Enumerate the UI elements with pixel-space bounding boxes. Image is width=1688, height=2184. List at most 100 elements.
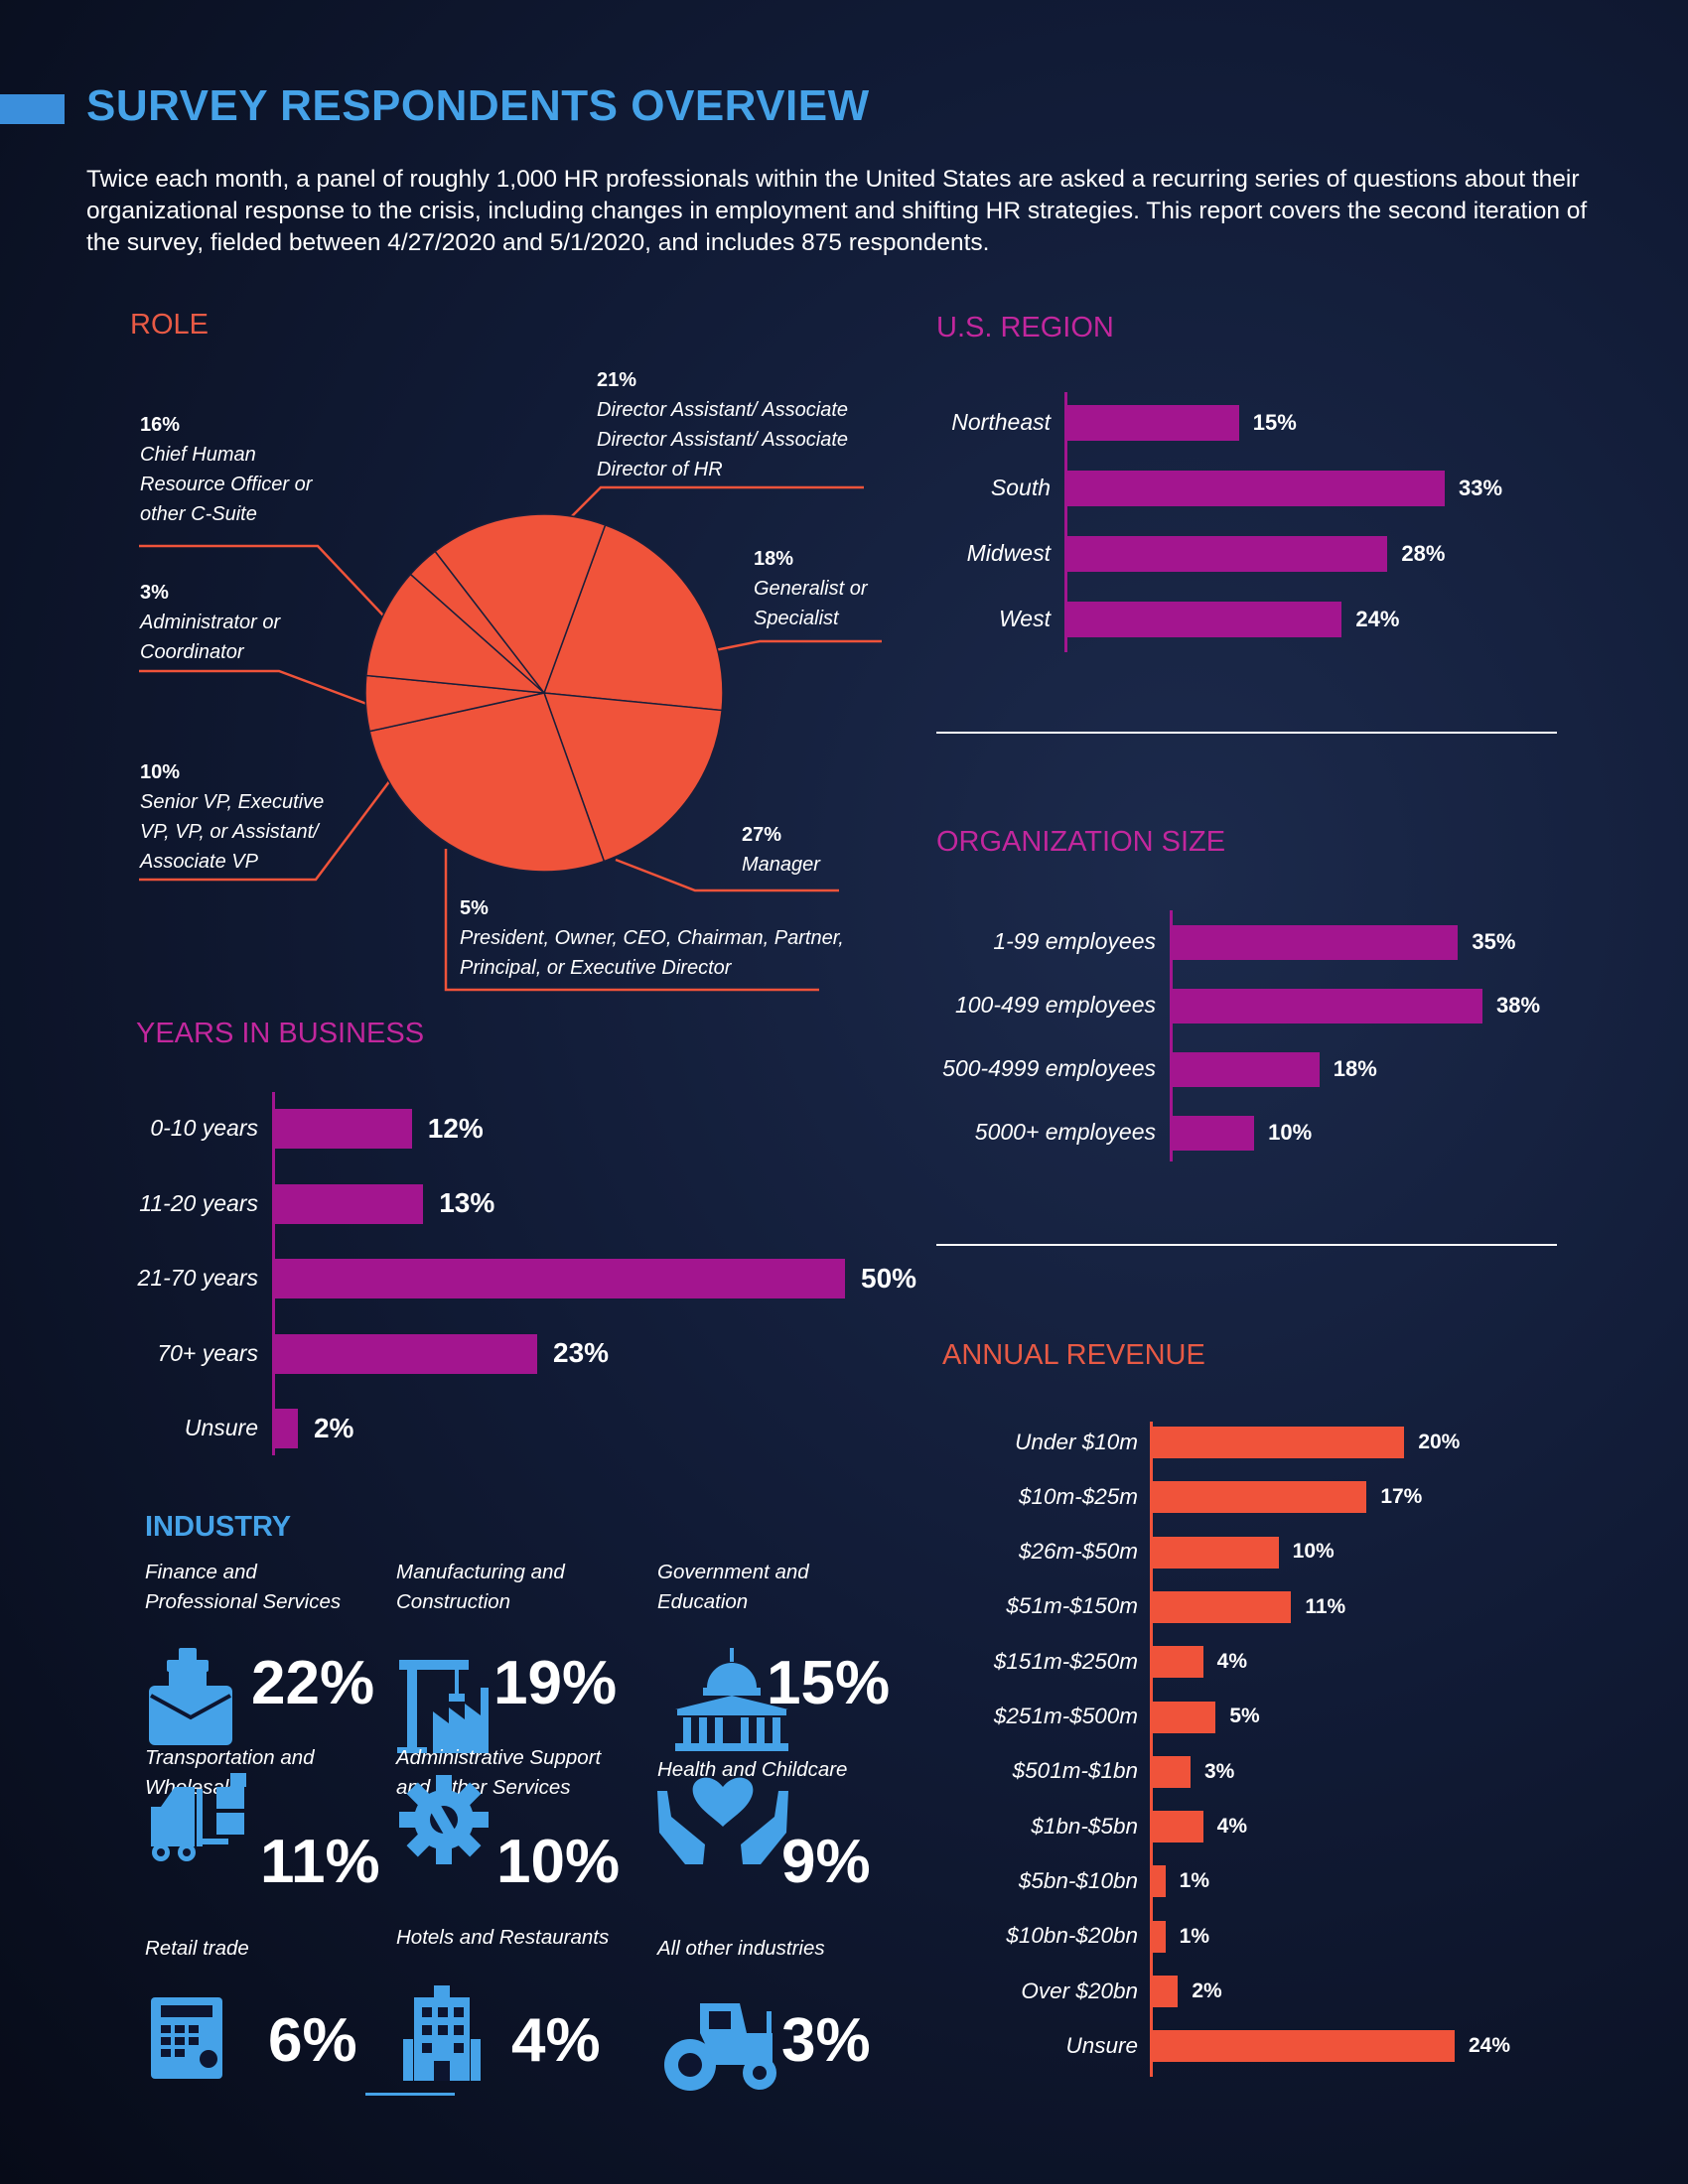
- bar-value-label: 33%: [1459, 476, 1503, 501]
- bar-value-label: 24%: [1355, 607, 1400, 632]
- bar-value-label: 2%: [1192, 1979, 1222, 2002]
- industry-pct-manufacturing: 19%: [493, 1649, 618, 1717]
- bar-value-label: 13%: [439, 1187, 495, 1219]
- bar: [275, 1259, 845, 1298]
- bar-category-label: $26m-$50m: [1018, 1539, 1138, 1565]
- bar-value-label: 10%: [1268, 1120, 1313, 1146]
- bar-category-label: Northeast: [951, 409, 1051, 436]
- bar-category-label: 100-499 employees: [954, 992, 1156, 1019]
- bar-category-label: Unsure: [1065, 2032, 1138, 2058]
- divider-org-size: [936, 1244, 1557, 1246]
- bar-value-label: 4%: [1216, 1814, 1248, 1838]
- bar-value-label: 35%: [1472, 929, 1516, 955]
- pie-slice-4: [365, 573, 547, 694]
- page-title: SURVEY RESPONDENTS OVERVIEW: [86, 81, 870, 130]
- bar-category-label: $10bn-$20bn: [1006, 1923, 1138, 1949]
- bar-value-label: 38%: [1496, 993, 1541, 1019]
- bar-value-label: 3%: [1204, 1759, 1235, 1783]
- industry-label-finance: Finance and Professional Services: [145, 1561, 342, 1613]
- bar-category-label: $1bn-$5bn: [1031, 1813, 1138, 1839]
- bar-axis: [1064, 392, 1067, 652]
- divider-region: [936, 732, 1557, 734]
- industry-label-hotels: Hotels and Restaurants: [396, 1926, 610, 1949]
- bar-axis: [1150, 1422, 1153, 2077]
- region-title: U.S. REGION: [936, 312, 1114, 343]
- industry-pct-transportation: 11%: [260, 1828, 380, 1896]
- bar-value-label: 24%: [1469, 2034, 1511, 2058]
- bar-category-label: $10m-$25m: [1018, 1483, 1138, 1509]
- bar-value-label: 12%: [427, 1112, 484, 1144]
- bar-category-label: $501m-$1bn: [1012, 1758, 1138, 1784]
- bar-category-label: 1-99 employees: [993, 928, 1156, 955]
- bar-category-label: 5000+ employees: [974, 1119, 1156, 1146]
- bar-category-label: 70+ years: [157, 1339, 258, 1366]
- bar: [1153, 1427, 1405, 1458]
- org-size-title: ORGANIZATION SIZE: [936, 826, 1226, 858]
- years-title: YEARS IN BUSINESS: [136, 1018, 425, 1049]
- bar: [1153, 1646, 1203, 1679]
- bar-category-label: $5bn-$10bn: [1018, 1867, 1138, 1893]
- bar-category-label: 11-20 years: [139, 1189, 258, 1216]
- bar: [1153, 1920, 1166, 1953]
- bar: [1067, 602, 1342, 637]
- bar: [1173, 1051, 1320, 1087]
- bar: [1153, 1755, 1191, 1788]
- industry-pct-other: 3%: [781, 2006, 871, 2075]
- pie-slice-2: [368, 692, 606, 873]
- bar: [1067, 471, 1445, 506]
- bar: [1153, 2030, 1455, 2063]
- role-label-director: 21% Director Assistant/ Associate Direct…: [597, 369, 849, 480]
- bar-category-label: 0-10 years: [150, 1115, 258, 1142]
- bar-category-label: $251m-$500m: [993, 1704, 1138, 1728]
- bar: [1153, 1865, 1166, 1898]
- bar-value-label: 5%: [1229, 1705, 1260, 1728]
- bar: [1173, 988, 1482, 1024]
- pie-slice-6: [434, 513, 607, 695]
- industry-label-retail: Retail trade: [145, 1937, 249, 1960]
- bar-category-label: $51m-$150m: [1006, 1593, 1138, 1619]
- bar-value-label: 17%: [1380, 1485, 1423, 1509]
- bar: [1153, 1536, 1279, 1569]
- bar-axis: [1170, 910, 1173, 1161]
- bar-category-label: Midwest: [966, 540, 1051, 567]
- industry-pct-admin: 10%: [496, 1828, 621, 1896]
- industry-pct-hotels: 4%: [511, 2006, 601, 2075]
- bar-category-label: West: [999, 606, 1051, 632]
- bar-value-label: 2%: [313, 1412, 354, 1443]
- bar: [1067, 536, 1388, 572]
- industry-label-health: Health and Childcare: [657, 1758, 848, 1781]
- role-label-vp: 10% Senior VP, Executive VP, VP, or Assi…: [140, 761, 325, 873]
- bar-value-label: 11%: [1305, 1594, 1346, 1618]
- bar: [1153, 1481, 1367, 1514]
- bar-category-label: $151m-$250m: [993, 1648, 1138, 1674]
- industry-pct-finance: 22%: [251, 1649, 375, 1717]
- industry-label-other: All other industries: [657, 1937, 825, 1960]
- bar-value-label: 18%: [1333, 1056, 1377, 1082]
- industry-label-government: Government and Education: [657, 1561, 809, 1613]
- bar: [1153, 1701, 1216, 1733]
- role-label-president: 5% President, Owner, CEO, Chairman, Part…: [460, 897, 844, 979]
- role-label-manager: 27% Manager: [742, 824, 820, 876]
- bar-value-label: 10%: [1292, 1540, 1335, 1564]
- pie-slice-1: [542, 692, 723, 863]
- role-label-administrator: 3% Administrator or Coordinator: [140, 582, 281, 663]
- bar-value-label: 28%: [1401, 541, 1446, 567]
- bar-axis: [272, 1092, 275, 1455]
- industry-pct-government: 15%: [767, 1649, 891, 1717]
- bar: [1067, 405, 1239, 441]
- bar-category-label: Over $20bn: [1021, 1978, 1138, 2003]
- industry-pct-retail: 6%: [268, 2006, 357, 2075]
- bar: [1153, 1976, 1179, 2007]
- industry-label-manufacturing: Manufacturing and Construction: [396, 1561, 565, 1613]
- bar-value-label: 4%: [1216, 1650, 1248, 1674]
- title-accent-bar: [0, 94, 65, 124]
- bar-value-label: 23%: [553, 1337, 610, 1369]
- bar-value-label: 15%: [1252, 410, 1297, 436]
